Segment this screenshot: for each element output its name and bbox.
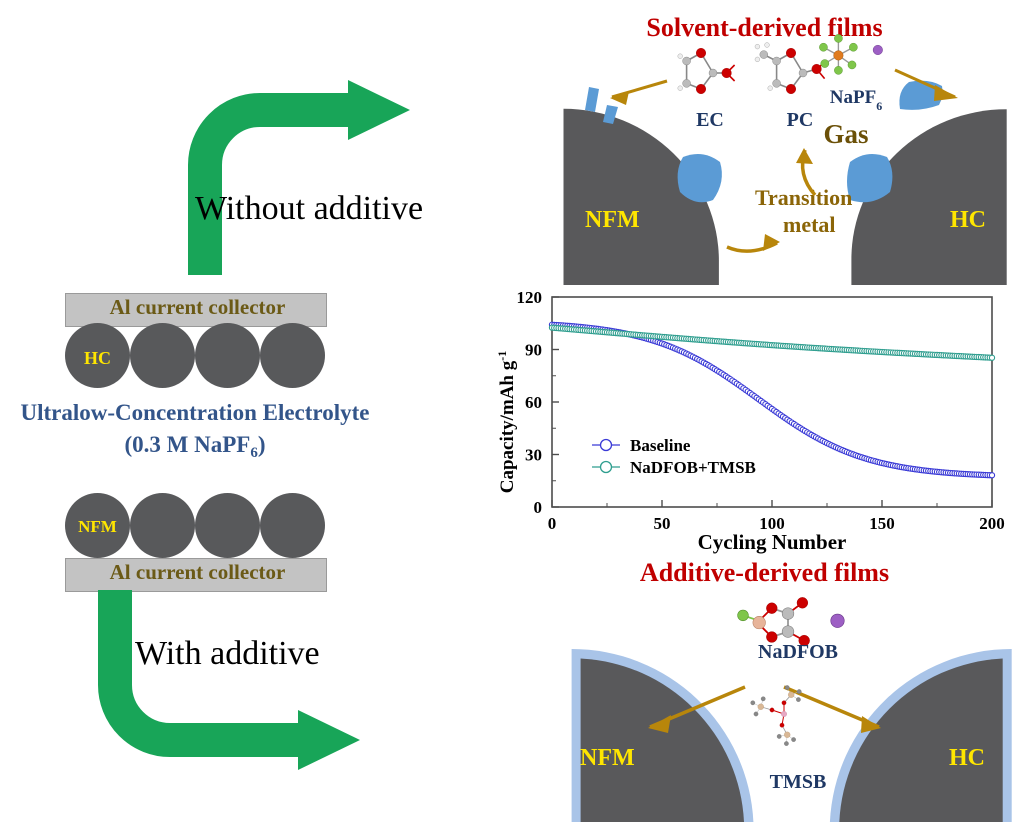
- svg-text:0: 0: [534, 498, 543, 517]
- svg-text:NFM: NFM: [580, 745, 635, 771]
- svg-text:Capacity/mAh g-1: Capacity/mAh g-1: [495, 351, 518, 493]
- svg-text:NaPF6: NaPF6: [830, 87, 882, 113]
- svg-text:PC: PC: [787, 109, 814, 131]
- svg-text:0: 0: [548, 514, 557, 533]
- svg-text:200: 200: [979, 514, 1005, 533]
- svg-text:30: 30: [525, 446, 542, 465]
- svg-text:120: 120: [517, 288, 543, 307]
- svg-text:EC: EC: [696, 109, 724, 131]
- svg-text:60: 60: [525, 393, 542, 412]
- svg-text:metal: metal: [783, 212, 836, 237]
- svg-text:150: 150: [869, 514, 895, 533]
- svg-text:NaDFOB: NaDFOB: [758, 641, 838, 663]
- svg-text:TMSB: TMSB: [770, 771, 827, 793]
- svg-text:50: 50: [654, 514, 671, 533]
- svg-text:90: 90: [525, 341, 542, 360]
- svg-text:NFM: NFM: [585, 207, 640, 233]
- svg-text:NaDFOB+TMSB: NaDFOB+TMSB: [630, 458, 756, 477]
- svg-text:Cycling Number: Cycling Number: [698, 530, 847, 554]
- svg-text:Transition: Transition: [755, 185, 852, 210]
- svg-text:Baseline: Baseline: [630, 436, 691, 455]
- svg-text:HC: HC: [950, 207, 986, 233]
- svg-text:HC: HC: [949, 745, 985, 771]
